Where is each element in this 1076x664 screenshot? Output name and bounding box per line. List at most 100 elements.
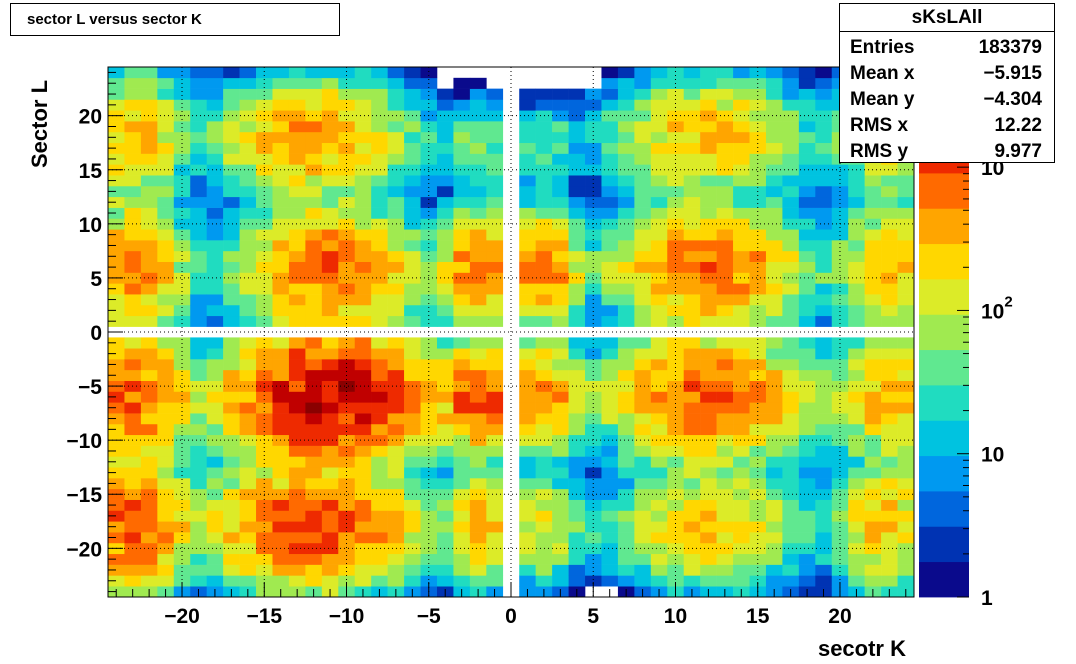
heatmap-cell bbox=[881, 337, 898, 349]
heatmap-cell bbox=[650, 261, 668, 273]
heatmap-cell bbox=[223, 434, 240, 446]
heatmap-cell bbox=[535, 499, 553, 511]
heatmap-cell bbox=[256, 423, 273, 436]
heatmap-cell bbox=[815, 402, 833, 414]
heatmap-cell bbox=[190, 359, 207, 371]
palette-swatch bbox=[919, 208, 969, 245]
heatmap-cell bbox=[140, 175, 158, 187]
heatmap-cell bbox=[519, 542, 536, 555]
heatmap-cell bbox=[716, 445, 734, 457]
heatmap-cell bbox=[667, 380, 685, 392]
heatmap-cell bbox=[404, 413, 421, 425]
heatmap-cell bbox=[634, 423, 652, 436]
heatmap-cell bbox=[848, 402, 865, 414]
heatmap-cell bbox=[190, 164, 207, 176]
heatmap-cell bbox=[601, 532, 619, 544]
heatmap-cell bbox=[239, 153, 257, 165]
heatmap-cell bbox=[568, 142, 586, 154]
heatmap-cell bbox=[864, 250, 882, 262]
heatmap-cell bbox=[272, 283, 290, 295]
heatmap-cell bbox=[124, 499, 142, 511]
heatmap-cell bbox=[617, 67, 635, 79]
heatmap-cell bbox=[157, 185, 175, 198]
heatmap-cell bbox=[354, 564, 372, 576]
heatmap-cell bbox=[305, 283, 323, 295]
heatmap-cell bbox=[897, 359, 915, 371]
heatmap-cell bbox=[683, 88, 701, 100]
heatmap-cell bbox=[831, 315, 849, 327]
heatmap-cell bbox=[815, 153, 833, 165]
heatmap-cell bbox=[206, 218, 224, 230]
heatmap-cell bbox=[239, 337, 257, 349]
heatmap-cell bbox=[453, 369, 471, 381]
heatmap-cell bbox=[650, 153, 668, 165]
heatmap-cell bbox=[108, 348, 125, 360]
heatmap-cell bbox=[173, 467, 191, 479]
heatmap-cell bbox=[634, 175, 652, 187]
heatmap-cell bbox=[798, 185, 816, 198]
heatmap-cell bbox=[157, 88, 175, 100]
heatmap-cell bbox=[239, 391, 257, 403]
heatmap-cell bbox=[519, 369, 536, 381]
heatmap-cell bbox=[782, 185, 800, 198]
heatmap-cell bbox=[650, 250, 668, 262]
palette-swatch bbox=[919, 279, 969, 315]
heatmap-cell bbox=[815, 553, 833, 565]
heatmap-cell bbox=[552, 423, 569, 436]
heatmap-cell bbox=[617, 99, 635, 111]
heatmap-cell bbox=[716, 185, 734, 198]
heatmap-cell bbox=[765, 272, 783, 284]
heatmap-cell bbox=[535, 229, 553, 241]
heatmap-cell bbox=[354, 121, 372, 133]
heatmap-cell bbox=[585, 229, 602, 241]
heatmap-cell bbox=[815, 467, 833, 479]
heatmap-cell bbox=[897, 467, 915, 479]
heatmap-cell bbox=[354, 510, 372, 522]
heatmap-cell bbox=[700, 499, 717, 511]
stat-row-rms-x: RMS x 12.22 bbox=[850, 113, 1042, 139]
heatmap-cell bbox=[469, 542, 487, 555]
heatmap-cell bbox=[848, 359, 865, 371]
heatmap-cell bbox=[288, 110, 306, 122]
heatmap-cell bbox=[272, 445, 290, 457]
heatmap-cell bbox=[519, 131, 536, 144]
heatmap-cell bbox=[108, 99, 125, 111]
heatmap-cell bbox=[140, 272, 158, 284]
heatmap-cell bbox=[157, 272, 175, 284]
heatmap-cell bbox=[354, 110, 372, 122]
heatmap-cell bbox=[436, 294, 454, 306]
heatmap-cell bbox=[634, 413, 652, 425]
heatmap-cell bbox=[371, 67, 388, 79]
heatmap-cell bbox=[371, 294, 388, 306]
heatmap-cell bbox=[124, 510, 142, 522]
heatmap-cell bbox=[749, 467, 767, 479]
heatmap-cell bbox=[190, 391, 207, 403]
heatmap-cell bbox=[601, 488, 619, 500]
heatmap-cell bbox=[453, 261, 471, 273]
heatmap-cell bbox=[864, 499, 882, 511]
heatmap-cell bbox=[436, 521, 454, 533]
heatmap-cell bbox=[190, 67, 207, 79]
heatmap-cell bbox=[371, 131, 388, 144]
heatmap-cell bbox=[305, 131, 323, 144]
heatmap-cell bbox=[338, 380, 356, 392]
heatmap-cell bbox=[354, 532, 372, 544]
heatmap-cell bbox=[124, 467, 142, 479]
heatmap-cell bbox=[371, 413, 388, 425]
heatmap-cell bbox=[683, 564, 701, 576]
heatmap-cell bbox=[354, 196, 372, 208]
heatmap-cell bbox=[305, 77, 323, 89]
heatmap-cell bbox=[453, 467, 471, 479]
heatmap-cell bbox=[568, 478, 586, 490]
heatmap-cell bbox=[387, 294, 405, 306]
heatmap-cell bbox=[354, 434, 372, 446]
heatmap-cell bbox=[568, 467, 586, 479]
stats-title: sKsLAll bbox=[840, 4, 1054, 32]
heatmap-cell bbox=[420, 499, 438, 511]
heatmap-cell bbox=[585, 283, 602, 295]
heatmap-cell bbox=[173, 488, 191, 500]
heatmap-cell bbox=[765, 131, 783, 144]
heatmap-cell bbox=[124, 553, 142, 565]
histogram-title: sector L versus sector K bbox=[10, 3, 340, 36]
heatmap-cell bbox=[519, 402, 536, 414]
